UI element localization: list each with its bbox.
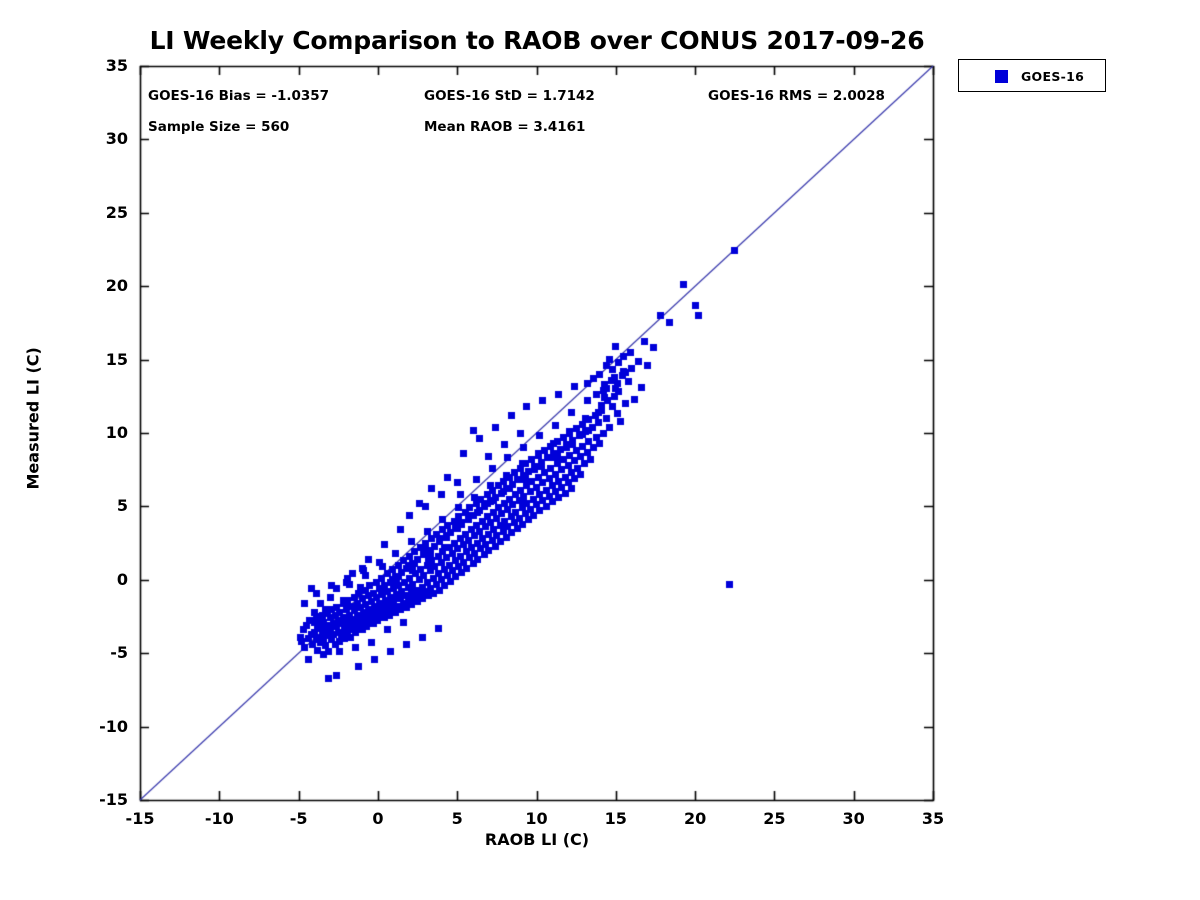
stat-text-0: GOES-16 Bias = -1.0357 (148, 88, 330, 104)
x-tick--10: -10 (204, 809, 234, 828)
y-tick--10: -10 (99, 716, 128, 736)
y-tick-20: 20 (105, 276, 128, 296)
stat-text-3: Sample Size = 560 (148, 119, 290, 135)
y-tick-35: 35 (105, 56, 128, 75)
x-tick-20: 20 (683, 809, 707, 828)
x-tick-25: 25 (763, 809, 786, 828)
stat-text-1: GOES-16 StD = 1.7142 (424, 88, 595, 104)
y-tick-0: 0 (116, 569, 128, 589)
x-tick--5: -5 (289, 809, 308, 828)
x-tick-35: 35 (921, 809, 945, 828)
x-tick-15: 15 (604, 809, 627, 828)
x-tick-0: 0 (372, 809, 384, 828)
y-tick--15: -15 (99, 790, 128, 809)
x-tick-30: 30 (842, 809, 865, 828)
stat-text-4: Mean RAOB = 3.4161 (424, 119, 586, 135)
y-tick-25: 25 (105, 202, 128, 222)
x-axis-label: RAOB LI (C) (484, 830, 590, 849)
y-axis-label: Measured LI (C) (23, 347, 43, 490)
y-tick-10: 10 (105, 423, 128, 442)
legend: GOES-16 (958, 59, 1106, 92)
legend-marker-goes-16 (995, 70, 1008, 83)
stat-text-2: GOES-16 RMS = 2.0028 (708, 88, 885, 104)
legend-label-goes-16: GOES-16 (1021, 69, 1085, 84)
y-tick-30: 30 (105, 129, 128, 149)
x-tick--15: -15 (125, 809, 155, 828)
x-tick-10: 10 (525, 809, 548, 828)
y-tick-15: 15 (105, 349, 128, 369)
y-tick-5: 5 (116, 496, 128, 516)
x-tick-5: 5 (451, 809, 463, 828)
y-tick--5: -5 (110, 643, 128, 663)
